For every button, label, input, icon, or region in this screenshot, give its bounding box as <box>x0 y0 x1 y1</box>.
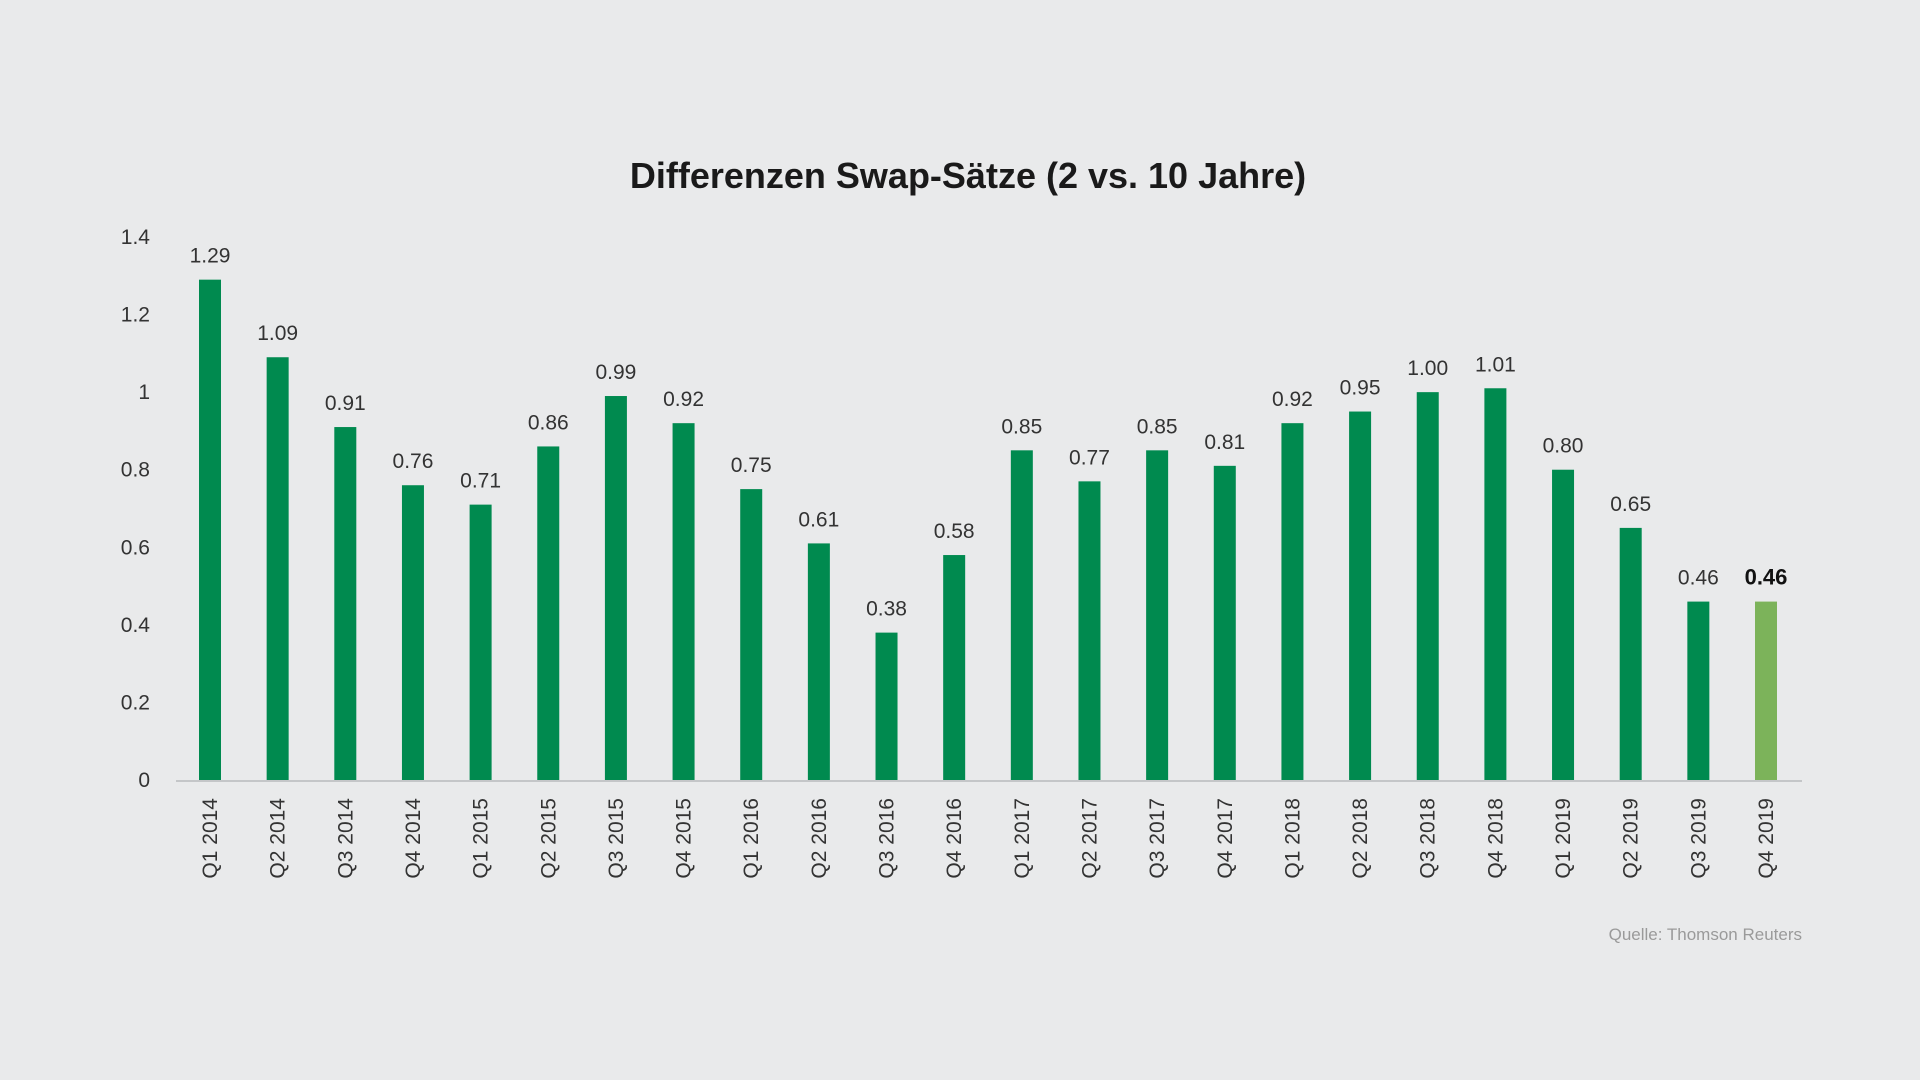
y-tick-label: 0 <box>138 769 150 792</box>
category-label: Q3 2014 <box>334 798 357 879</box>
data-label: 0.58 <box>934 520 975 543</box>
bar <box>1010 450 1033 780</box>
bar <box>537 446 560 780</box>
y-tick-label: 0.8 <box>121 459 150 482</box>
data-label: 0.65 <box>1610 493 1651 516</box>
category-label: Q3 2016 <box>876 798 899 879</box>
bar <box>672 423 695 780</box>
category-label: Q4 2018 <box>1484 798 1507 879</box>
bar <box>1146 450 1169 780</box>
bar <box>469 504 492 780</box>
bar <box>604 396 627 780</box>
category-label: Q2 2019 <box>1620 798 1643 879</box>
source-note: Quelle: Thomson Reuters <box>1609 925 1802 944</box>
data-label: 0.91 <box>325 392 366 415</box>
data-label: 0.77 <box>1069 446 1110 469</box>
category-label: Q3 2015 <box>605 798 628 879</box>
y-tick-label: 0.6 <box>121 536 150 559</box>
data-label: 0.95 <box>1340 377 1381 400</box>
data-label: 0.71 <box>460 470 501 493</box>
data-label: 0.86 <box>528 411 569 434</box>
data-label: 0.46 <box>1678 567 1719 590</box>
data-label: 0.99 <box>595 361 636 384</box>
category-label: Q3 2017 <box>1146 798 1169 879</box>
category-label: Q1 2016 <box>740 798 763 879</box>
category-label: Q4 2017 <box>1214 798 1237 879</box>
data-label: 1.29 <box>190 245 231 268</box>
category-label: Q4 2015 <box>673 798 696 879</box>
data-label: 0.92 <box>663 388 704 411</box>
category-label: Q1 2018 <box>1281 798 1304 879</box>
bar <box>1213 465 1236 780</box>
category-label: Q4 2014 <box>402 798 425 879</box>
bars <box>199 279 1777 780</box>
data-label: 1.09 <box>257 322 298 345</box>
data-label: 0.38 <box>866 598 907 621</box>
y-tick-label: 1.4 <box>121 226 151 249</box>
category-label: Q1 2014 <box>199 798 222 879</box>
bar <box>740 489 763 780</box>
data-label: 0.75 <box>731 454 772 477</box>
bar <box>401 485 424 780</box>
data-label: 0.92 <box>1272 388 1313 411</box>
y-tick-label: 0.2 <box>121 691 150 714</box>
data-label: 0.46 <box>1745 565 1788 590</box>
data-label: 1.01 <box>1475 353 1516 376</box>
bar <box>199 279 221 780</box>
category-label: Q2 2018 <box>1349 798 1372 879</box>
category-label: Q1 2017 <box>1011 798 1034 879</box>
bar <box>875 632 898 780</box>
bar <box>1619 527 1642 780</box>
y-tick-label: 1 <box>138 381 150 404</box>
bar <box>266 357 289 780</box>
bar <box>1484 388 1507 780</box>
bar <box>1755 601 1777 780</box>
category-label: Q2 2015 <box>537 798 560 879</box>
y-tick-label: 1.2 <box>121 304 150 327</box>
category-label: Q2 2017 <box>1078 798 1101 879</box>
data-label: 0.85 <box>1001 415 1042 438</box>
data-label: 0.85 <box>1137 415 1178 438</box>
category-labels: Q1 2014 Q2 2014 Q3 2014 Q4 2014 Q1 2015 Q2 20… <box>199 798 1778 879</box>
y-tick-label: 0.4 <box>121 614 151 637</box>
bar <box>1416 392 1439 780</box>
data-label: 1.00 <box>1407 357 1448 380</box>
data-label: 0.76 <box>393 450 434 473</box>
data-label: 0.61 <box>798 508 839 531</box>
category-label: Q2 2016 <box>808 798 831 879</box>
category-label: Q3 2018 <box>1417 798 1440 879</box>
bar <box>807 543 830 780</box>
bar <box>1552 469 1575 780</box>
bar <box>1687 601 1710 780</box>
category-label: Q3 2019 <box>1687 798 1710 879</box>
data-label: 0.80 <box>1543 435 1584 458</box>
data-label: 0.81 <box>1204 431 1245 454</box>
category-label: Q4 2019 <box>1755 798 1778 879</box>
chart-title: Differenzen Swap-Sätze (2 vs. 10 Jahre) <box>630 155 1306 196</box>
category-label: Q1 2015 <box>470 798 493 879</box>
bar <box>1078 481 1101 780</box>
category-label: Q2 2014 <box>267 798 290 879</box>
category-label: Q4 2016 <box>943 798 966 879</box>
bar <box>1349 411 1372 780</box>
bar <box>1281 423 1304 780</box>
category-label: Q1 2019 <box>1552 798 1575 879</box>
data-labels: 1.29 1.09 0.91 0.76 0.71 0.86 0.99 0.92 0.75 0.61… <box>190 245 1788 621</box>
bar <box>334 427 357 780</box>
y-axis-ticks: 0 0.2 0.4 0.6 0.8 1 1.2 1.4 <box>121 226 151 792</box>
bar <box>943 555 966 780</box>
